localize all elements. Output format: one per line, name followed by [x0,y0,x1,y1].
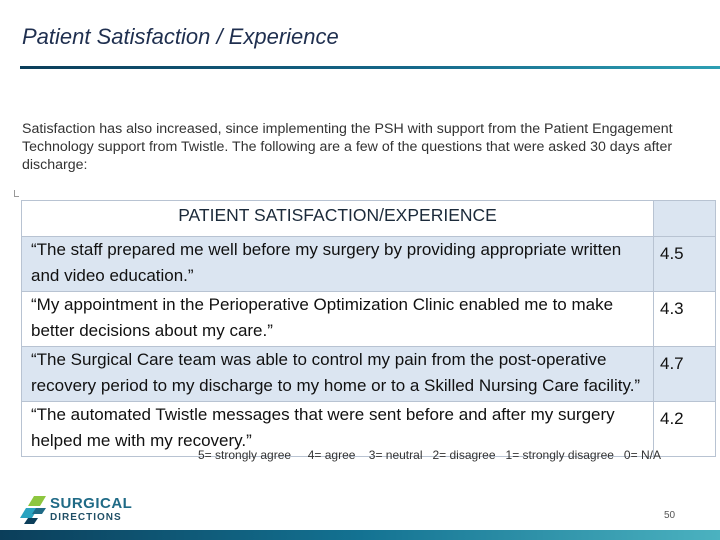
footer-bar [0,530,720,540]
question-cell: “The automated Twistle messages that wer… [21,401,654,457]
surgical-directions-logo-icon [20,496,46,524]
logo-wordmark-line2: DIRECTIONS [50,512,122,523]
score-cell: 4.2 [653,401,716,457]
page-number: 50 [664,510,676,521]
slide-title: Patient Satisfaction / Experience [22,24,339,49]
question-cell: “The staff prepared me well before my su… [21,236,654,292]
title-divider [20,66,720,69]
question-cell: “My appointment in the Perioperative Opt… [21,291,654,347]
satisfaction-table: PATIENT SATISFACTION/EXPERIENCE “The sta… [21,200,716,457]
table-row: “The automated Twistle messages that wer… [21,401,716,457]
score-cell: 4.7 [653,346,716,402]
table-header-score-cell [653,200,716,237]
table-header: PATIENT SATISFACTION/EXPERIENCE [21,200,654,237]
table-row: “My appointment in the Perioperative Opt… [21,291,716,347]
score-cell: 4.5 [653,236,716,292]
table-header-row: PATIENT SATISFACTION/EXPERIENCE [21,200,716,237]
question-cell: “The Surgical Care team was able to cont… [21,346,654,402]
rating-legend: 5= strongly agree 4= agree 3= neutral 2=… [198,448,661,462]
intro-paragraph: Satisfaction has also increased, since i… [22,121,673,173]
corner-mark [14,190,19,197]
table-row: “The Surgical Care team was able to cont… [21,346,716,402]
score-cell: 4.3 [653,291,716,347]
logo-wordmark-line1: SURGICAL [50,495,133,512]
table-row: “The staff prepared me well before my su… [21,236,716,292]
